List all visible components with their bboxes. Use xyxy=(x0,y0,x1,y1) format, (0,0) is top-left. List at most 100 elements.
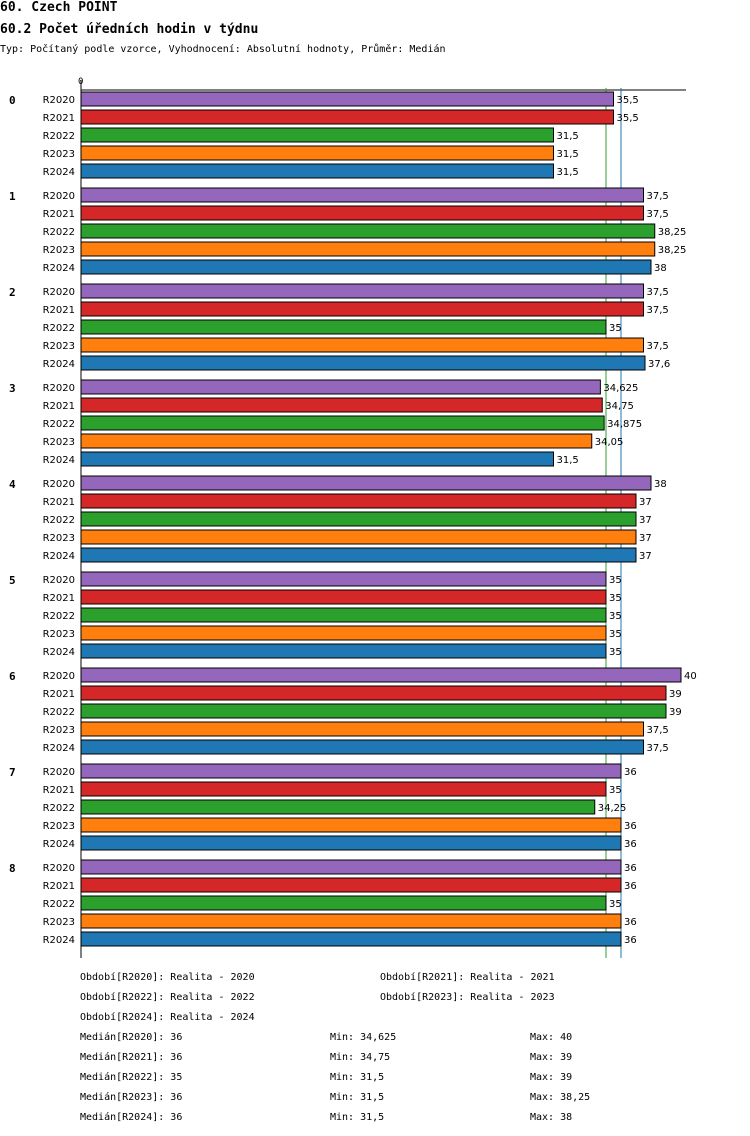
bar-value-label: 40 xyxy=(684,671,697,682)
bar xyxy=(80,145,554,161)
bar xyxy=(80,127,554,143)
stat-min: Min: 31,5 xyxy=(330,1112,385,1123)
bar-value-label: 36 xyxy=(624,767,637,778)
bar-value-label: 37,5 xyxy=(647,725,669,736)
bar xyxy=(80,397,603,413)
bar-value-label: 35,5 xyxy=(617,113,639,124)
bar xyxy=(80,877,622,893)
stat-min: Min: 31,5 xyxy=(330,1092,385,1103)
series-tick-label: R2020 xyxy=(43,287,75,298)
series-tick-label: R2022 xyxy=(43,515,75,526)
bar-value-label: 31,5 xyxy=(557,455,579,466)
bar-value-label: 38 xyxy=(654,479,667,490)
series-tick-label: R2022 xyxy=(43,419,75,430)
bar xyxy=(80,817,622,833)
bar xyxy=(80,721,644,737)
bar-value-label: 36 xyxy=(624,881,637,892)
bar-value-label: 35 xyxy=(609,647,622,658)
bar xyxy=(80,799,596,815)
series-tick-label: R2023 xyxy=(43,341,75,352)
series-tick-label: R2021 xyxy=(43,689,75,700)
series-tick-label: R2020 xyxy=(43,863,75,874)
page-title: 60. Czech POINT xyxy=(0,0,118,15)
bar-value-label: 36 xyxy=(624,917,637,928)
bar xyxy=(80,781,607,797)
bar xyxy=(80,433,593,449)
bar xyxy=(80,379,601,395)
series-tick-label: R2021 xyxy=(43,881,75,892)
series-tick-label: R2023 xyxy=(43,629,75,640)
chart-type-line: Typ: Počítaný podle vzorce, Vyhodnocení:… xyxy=(0,44,446,55)
bar-value-label: 36 xyxy=(624,839,637,850)
bar-value-label: 38 xyxy=(654,263,667,274)
bar-value-label: 34,25 xyxy=(598,803,627,814)
stat-max: Max: 38,25 xyxy=(530,1092,591,1103)
series-tick-label: R2021 xyxy=(43,593,75,604)
bar xyxy=(80,475,652,491)
series-tick-label: R2023 xyxy=(43,533,75,544)
bar-value-label: 37,5 xyxy=(647,305,669,316)
bar-value-label: 35 xyxy=(609,611,622,622)
group-label: 5 xyxy=(9,574,16,587)
bar xyxy=(80,643,607,659)
group-label: 7 xyxy=(9,766,16,779)
bar-value-label: 36 xyxy=(624,935,637,946)
stat-median: Medián[R2020]: 36 xyxy=(80,1032,183,1043)
bar-value-label: 36 xyxy=(624,821,637,832)
legend-item: Období[R2021]: Realita - 2021 xyxy=(380,972,555,983)
bar xyxy=(80,259,652,275)
bar xyxy=(80,895,607,911)
group-label: 6 xyxy=(9,670,16,683)
series-tick-label: R2021 xyxy=(43,785,75,796)
stat-median: Medián[R2024]: 36 xyxy=(80,1112,183,1123)
bar-value-label: 35 xyxy=(609,899,622,910)
bar xyxy=(80,109,614,125)
bar-value-label: 35 xyxy=(609,323,622,334)
bar xyxy=(80,589,607,605)
series-tick-label: R2023 xyxy=(43,245,75,256)
series-tick-label: R2023 xyxy=(43,917,75,928)
bar-value-label: 38,25 xyxy=(658,245,687,256)
stat-min: Min: 31,5 xyxy=(330,1072,385,1083)
series-tick-label: R2020 xyxy=(43,575,75,586)
series-tick-label: R2024 xyxy=(43,551,75,562)
stat-max: Max: 39 xyxy=(530,1052,573,1063)
bar xyxy=(80,493,637,509)
series-tick-label: R2024 xyxy=(43,167,75,178)
bar xyxy=(80,703,667,719)
bar-value-label: 37 xyxy=(639,497,652,508)
chart-subtitle: 60.2 Počet úředních hodin v týdnu xyxy=(0,22,259,37)
stat-max: Max: 39 xyxy=(530,1072,573,1083)
group-label: 2 xyxy=(9,286,16,299)
bar xyxy=(80,547,637,563)
bar xyxy=(80,763,622,779)
bar xyxy=(80,571,607,587)
group-label: 1 xyxy=(9,190,16,203)
series-tick-label: R2024 xyxy=(43,743,75,754)
stat-min: Min: 34,625 xyxy=(330,1032,397,1043)
bar xyxy=(80,607,607,623)
bar xyxy=(80,241,656,257)
group-label: 3 xyxy=(9,382,16,395)
bar-value-label: 34,05 xyxy=(595,437,624,448)
bar xyxy=(80,337,644,353)
bar xyxy=(80,685,667,701)
bar-value-label: 31,5 xyxy=(557,167,579,178)
bar-value-label: 39 xyxy=(669,689,682,700)
group-label: 0 xyxy=(9,94,16,107)
x-axis-zero-label: 0 xyxy=(78,77,83,87)
series-tick-label: R2024 xyxy=(43,647,75,658)
bar-value-label: 35 xyxy=(609,629,622,640)
bar xyxy=(80,301,644,317)
legend-item: Období[R2024]: Realita - 2024 xyxy=(80,1012,255,1023)
series-tick-label: R2020 xyxy=(43,767,75,778)
bar-value-label: 37,5 xyxy=(647,743,669,754)
legend-item: Období[R2023]: Realita - 2023 xyxy=(380,992,555,1003)
bar xyxy=(80,187,644,203)
bar-value-label: 39 xyxy=(669,707,682,718)
bar xyxy=(80,451,554,467)
stat-max: Max: 38 xyxy=(530,1112,573,1123)
bar-value-label: 34,75 xyxy=(605,401,634,412)
bar xyxy=(80,283,644,299)
